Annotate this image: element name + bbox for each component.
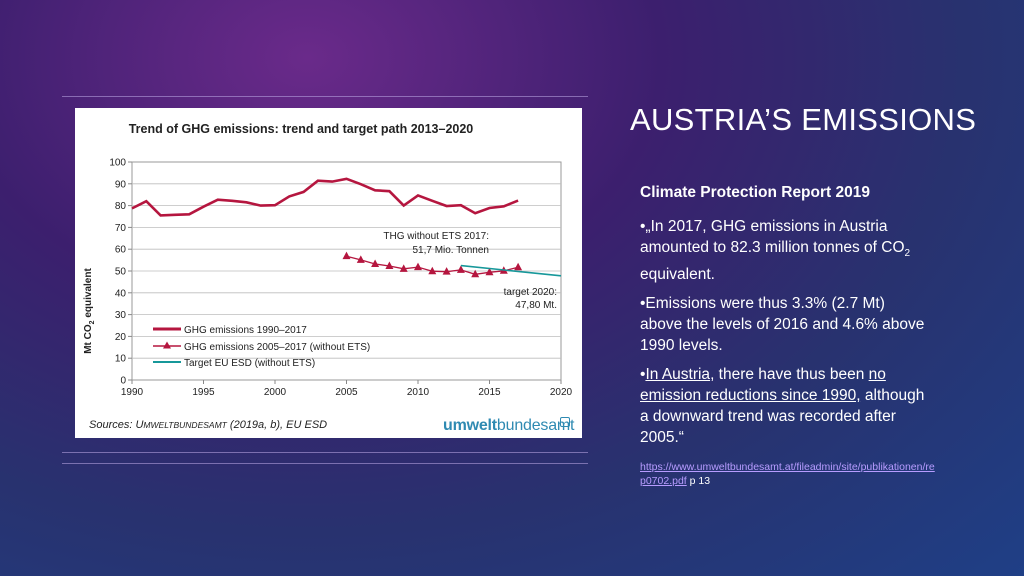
y-tick-label: 60	[115, 245, 127, 256]
y-tick-label: 50	[115, 267, 127, 278]
series-marker-triangle	[385, 261, 394, 269]
x-tick-label: 1990	[121, 387, 144, 398]
umweltbundesamt-logo: umweltbundesamt	[443, 417, 575, 434]
y-tick-label: 30	[115, 310, 127, 321]
bottom-rule	[62, 452, 588, 453]
slide-title: AUSTRIA’S EMISSIONS	[630, 102, 977, 137]
annotation-target-line2: 47,80 Mt.	[515, 300, 557, 311]
y-tick-label: 80	[115, 201, 127, 212]
annotation-ets-2017-line1: THG without ETS 2017:	[383, 231, 489, 242]
slide-content: Climate Protection Report 2019 •„In 2017…	[640, 184, 935, 488]
annotation-ets-2017-line2: 51,7 Mio. Tonnen	[412, 245, 489, 256]
paragraph-emissions-change: •Emissions were thus 3.3% (2.7 Mt) above…	[640, 295, 925, 355]
series-marker-triangle	[514, 262, 523, 271]
series-marker-triangle	[414, 262, 422, 271]
report-heading: Climate Protection Report 2019	[640, 184, 870, 201]
y-tick-label: 40	[115, 288, 127, 299]
y-tick-label: 70	[115, 223, 127, 234]
top-rule	[62, 96, 588, 97]
y-tick-label: 10	[115, 354, 127, 365]
y-axis-label: Mt CO2 equivalent	[83, 268, 96, 354]
y-tick-label: 20	[115, 332, 127, 343]
y-tick-label: 90	[115, 179, 127, 190]
series-marker-triangle	[342, 251, 351, 260]
series-marker-triangle	[442, 267, 451, 275]
chart-title: Trend of GHG emissions: trend and target…	[128, 122, 474, 136]
logo-mark-icon	[560, 417, 570, 427]
series-marker-triangle	[471, 269, 480, 278]
legend: GHG emissions 1990–2017 GHG emissions 20…	[153, 325, 370, 369]
x-tick-label: 2010	[407, 387, 430, 398]
source-link-line: https://www.umweltbundesamt.at/fileadmin…	[640, 461, 935, 488]
series-marker-triangle	[399, 264, 408, 272]
legend-label-ghg-total: GHG emissions 1990–2017	[184, 325, 307, 336]
series-target-line	[460, 264, 562, 277]
chart-card: Trend of GHG emissions: trend and target…	[75, 108, 582, 438]
series-marker-triangle	[356, 255, 365, 263]
series-ghg-total-line	[131, 177, 519, 217]
x-tick-label: 2020	[550, 387, 573, 398]
legend-marker-triangle	[163, 341, 171, 349]
annotation-target-line1: target 2020:	[504, 287, 557, 298]
paragraph-no-reductions: •In Austria, there have thus been no emi…	[640, 366, 925, 447]
x-tick-label: 2005	[335, 387, 358, 398]
x-tick-label: 1995	[192, 387, 215, 398]
x-tick-label: 2000	[264, 387, 287, 398]
series-marker-triangle	[428, 266, 437, 275]
y-tick-label: 0	[120, 376, 126, 387]
series-marker-triangle	[371, 259, 380, 268]
x-tick-label: 2015	[478, 387, 501, 398]
source-note: Sources: UMWELTBUNDESAMT (2019a, b), EU …	[89, 419, 328, 431]
report-link[interactable]: https://www.umweltbundesamt.at/fileadmin…	[640, 461, 935, 488]
legend-label-ghg-no-ets: GHG emissions 2005–2017 (without ETS)	[184, 342, 370, 353]
series-marker-triangle	[456, 265, 465, 273]
paragraph-2017-emissions: •„In 2017, GHG emissions in Austria amou…	[640, 218, 911, 284]
series-marker-triangle	[485, 267, 494, 276]
legend-label-target: Target EU ESD (without ETS)	[184, 358, 315, 369]
bottom-rule-2	[62, 463, 588, 464]
y-tick-label: 100	[109, 158, 126, 169]
ghg-line-chart: 0 10 20 30 40 50 60 70 80 90 100 1990 1995 2000 2005 20…	[83, 158, 573, 399]
